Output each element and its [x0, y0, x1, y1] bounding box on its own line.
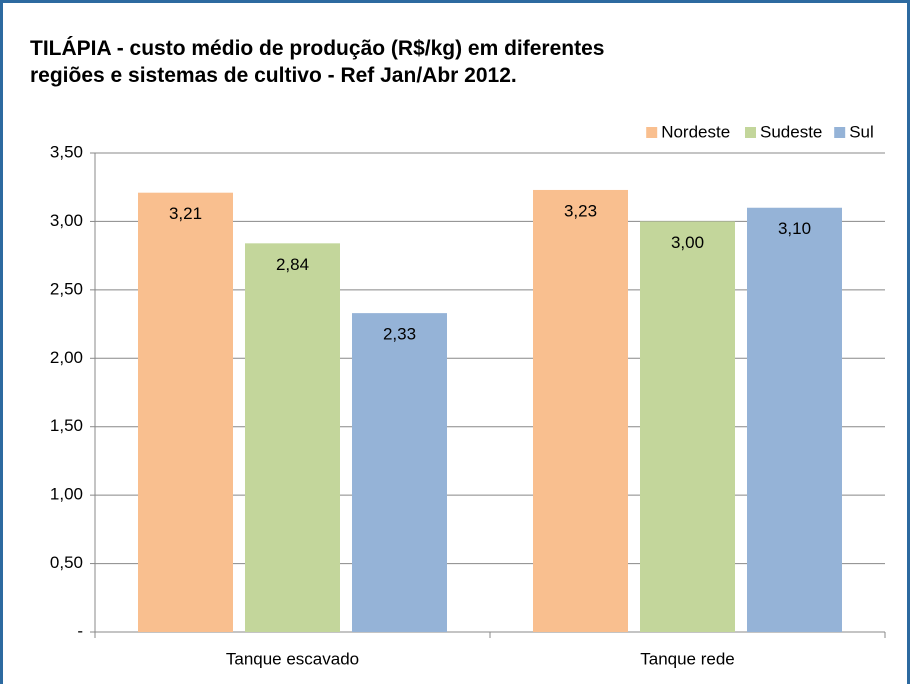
y-tick-label: 1,50: [50, 416, 83, 435]
data-label: 3,00: [671, 233, 704, 252]
data-label: 2,33: [383, 325, 416, 344]
y-tick-label: 3,50: [50, 142, 83, 161]
y-tick-label: 3,00: [50, 211, 83, 230]
x-tick-label: Tanque escavado: [226, 649, 359, 668]
y-tick-label: 2,00: [50, 348, 83, 367]
legend-label: Sul: [849, 122, 874, 141]
legend-label: Nordeste: [661, 122, 730, 141]
chart-title: TILÁPIA - custo médio de produção (R$/kg…: [30, 37, 604, 60]
y-tick-label: 1,00: [50, 485, 83, 504]
bar: [245, 243, 340, 632]
y-tick-label: 0,50: [50, 553, 83, 572]
data-label: 3,10: [778, 219, 811, 238]
legend-swatch: [745, 127, 756, 138]
legend-label: Sudeste: [760, 122, 822, 141]
data-label: 3,21: [169, 204, 202, 223]
bar: [352, 313, 447, 632]
bar: [533, 189, 628, 633]
data-label: 3,23: [564, 201, 597, 220]
bar: [640, 221, 735, 632]
legend-swatch: [834, 127, 846, 138]
y-tick-label: 2,50: [50, 279, 83, 298]
chart-title: regiões e sistemas de cultivo - Ref Jan/…: [30, 64, 517, 87]
data-label: 2,84: [276, 255, 309, 274]
bar: [747, 207, 842, 632]
legend-swatch: [646, 127, 658, 138]
bar: [138, 192, 233, 632]
y-tick-label: -: [77, 621, 83, 640]
x-tick-label: Tanque rede: [640, 649, 735, 668]
